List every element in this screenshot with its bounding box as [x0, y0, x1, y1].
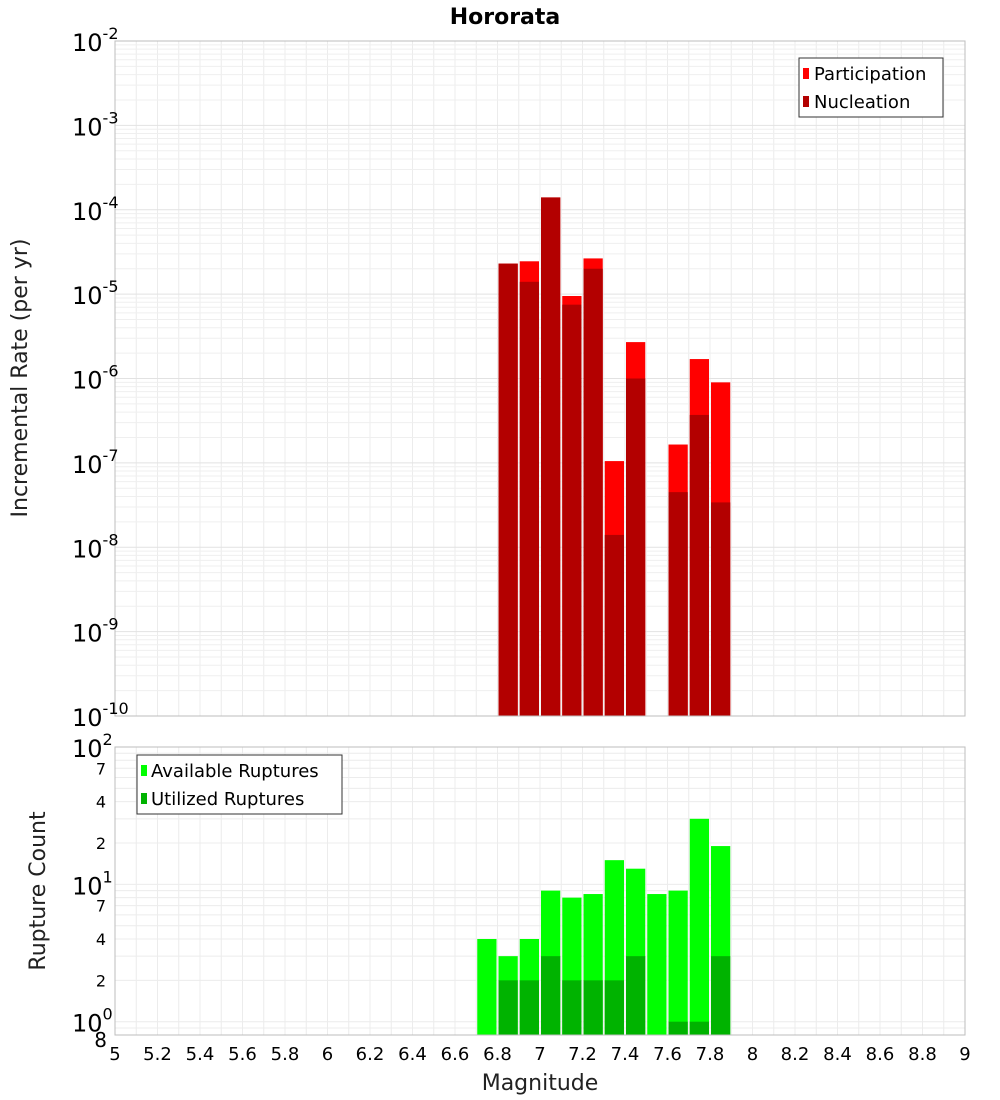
- utilized-legend-label: Utilized Ruptures: [151, 789, 304, 810]
- rate-gridlines: [114, 41, 966, 717]
- rate-plot-frame: [114, 40, 966, 717]
- x-tick-label: 5.2: [143, 1044, 172, 1065]
- utilized-ruptures-bar: [626, 956, 646, 1035]
- available-legend-swatch: [141, 765, 147, 776]
- count-y-tick-label: 4: [96, 930, 106, 949]
- utilized-ruptures-bar: [604, 980, 624, 1035]
- nucleation-bar: [498, 263, 518, 716]
- x-axis-label: Magnitude: [482, 1071, 599, 1096]
- nucleation-bar: [604, 534, 624, 716]
- available-ruptures-bar: [647, 894, 667, 1035]
- x-tick-label: 8.6: [866, 1044, 895, 1065]
- nucleation-bar: [541, 197, 561, 717]
- rate-legend: Participation Nucleation: [798, 57, 944, 118]
- x-tick-label: 6.8: [483, 1044, 512, 1065]
- count-y-tick-label: 2: [96, 834, 106, 853]
- nucleation-bar: [689, 414, 709, 716]
- x-tick-label: 5.8: [271, 1044, 300, 1065]
- count-y-tick-label: 2: [96, 971, 106, 990]
- rate-y-tick-label: 10-3: [72, 108, 119, 141]
- nucleation-bar: [711, 502, 731, 716]
- nucleation-bar: [583, 268, 603, 716]
- count-y-axis-label: Rupture Count: [26, 811, 51, 971]
- count-gridlines: [114, 746, 966, 1036]
- x-tick-labels: 5 5.2 5.4 5.6 5.8 6 6.2 6.4 6.6 6.8 7 7.2 7.4 7.6 7.8 8…: [109, 1044, 970, 1065]
- available-ruptures-bar: [668, 890, 688, 1035]
- utilized-ruptures-bar: [519, 980, 539, 1035]
- x-tick-label: 7.8: [696, 1044, 725, 1065]
- nucleation-bar: [562, 304, 582, 716]
- utilized-ruptures-bar: [711, 956, 731, 1035]
- x-tick-label: 8.4: [823, 1044, 852, 1065]
- x-tick-label: 5.6: [228, 1044, 257, 1065]
- x-tick-label: 8.2: [781, 1044, 810, 1065]
- count-y-tick-label: 4: [96, 793, 106, 812]
- utilized-legend-swatch: [141, 793, 147, 804]
- rate-y-tick-label: 10-6: [72, 362, 119, 395]
- x-tick-label: 7.4: [611, 1044, 640, 1065]
- count-legend-box: [136, 754, 343, 815]
- rate-y-tick-labels: 10-2 10-3 10-4 10-5 10-6 10-7 10-8 10-9 10-10: [72, 24, 129, 732]
- utilized-ruptures-bar: [689, 1021, 709, 1035]
- utilized-ruptures-bar: [668, 1021, 688, 1035]
- available-ruptures-bar: [477, 939, 497, 1035]
- available-ruptures-bar: [689, 818, 709, 1035]
- count-y-tick-label: 100: [72, 1005, 113, 1038]
- x-tick-label: 5: [109, 1044, 120, 1065]
- x-tick-label: 5.4: [186, 1044, 215, 1065]
- x-tick-label: 8: [747, 1044, 758, 1065]
- x-tick-label: 9: [959, 1044, 970, 1065]
- rate-y-tick-label: 10-4: [72, 193, 119, 226]
- chart-title: Hororata: [450, 5, 561, 30]
- utilized-ruptures-bar: [583, 980, 603, 1035]
- participation-legend-swatch: [803, 68, 809, 79]
- count-legend: Available Ruptures Utilized Ruptures: [136, 754, 343, 815]
- nucleation-bar: [626, 378, 646, 716]
- x-tick-label: 6: [322, 1044, 333, 1065]
- count-plot-frame: [114, 746, 966, 1036]
- utilized-ruptures-bar: [498, 980, 518, 1035]
- x-tick-label: 7.6: [653, 1044, 682, 1065]
- nucleation-bar: [668, 492, 688, 716]
- participation-legend-label: Participation: [814, 64, 926, 85]
- rate-y-axis-label: Incremental Rate (per yr): [8, 239, 33, 518]
- rate-y-tick-label: 10-10: [72, 699, 129, 732]
- count-y-tick-label: 8: [94, 1028, 107, 1052]
- x-tick-label: 6.6: [441, 1044, 470, 1065]
- rate-y-tick-label: 10-2: [72, 24, 119, 57]
- rate-legend-box: [798, 57, 944, 118]
- count-y-tick-label: 102: [72, 730, 113, 763]
- count-y-tick-label: 101: [72, 867, 113, 900]
- utilized-ruptures-bar: [562, 980, 582, 1035]
- nucleation-bar: [519, 281, 539, 716]
- rate-y-tick-label: 10-5: [72, 277, 119, 310]
- rate-y-tick-label: 10-9: [72, 615, 119, 648]
- utilized-ruptures-bar: [541, 956, 561, 1035]
- nucleation-legend-swatch: [803, 96, 809, 107]
- x-tick-label: 7.2: [568, 1044, 597, 1065]
- rate-y-tick-label: 10-8: [72, 530, 119, 563]
- x-tick-label: 6.4: [398, 1044, 427, 1065]
- x-tick-label: 8.8: [908, 1044, 937, 1065]
- count-y-tick-label: 7: [96, 759, 106, 778]
- count-y-tick-label: 7: [96, 897, 106, 916]
- available-legend-label: Available Ruptures: [151, 761, 319, 782]
- x-tick-label: 7: [534, 1044, 545, 1065]
- rate-y-tick-label: 10-7: [72, 446, 119, 479]
- x-tick-label: 6.2: [356, 1044, 385, 1065]
- rate-bars: [498, 197, 731, 717]
- count-bars: [477, 818, 731, 1035]
- nucleation-legend-label: Nucleation: [814, 92, 910, 113]
- rate-panel: 10-2 10-3 10-4 10-5 10-6 10-7 10-8 10-9 10-10 In…: [8, 24, 966, 732]
